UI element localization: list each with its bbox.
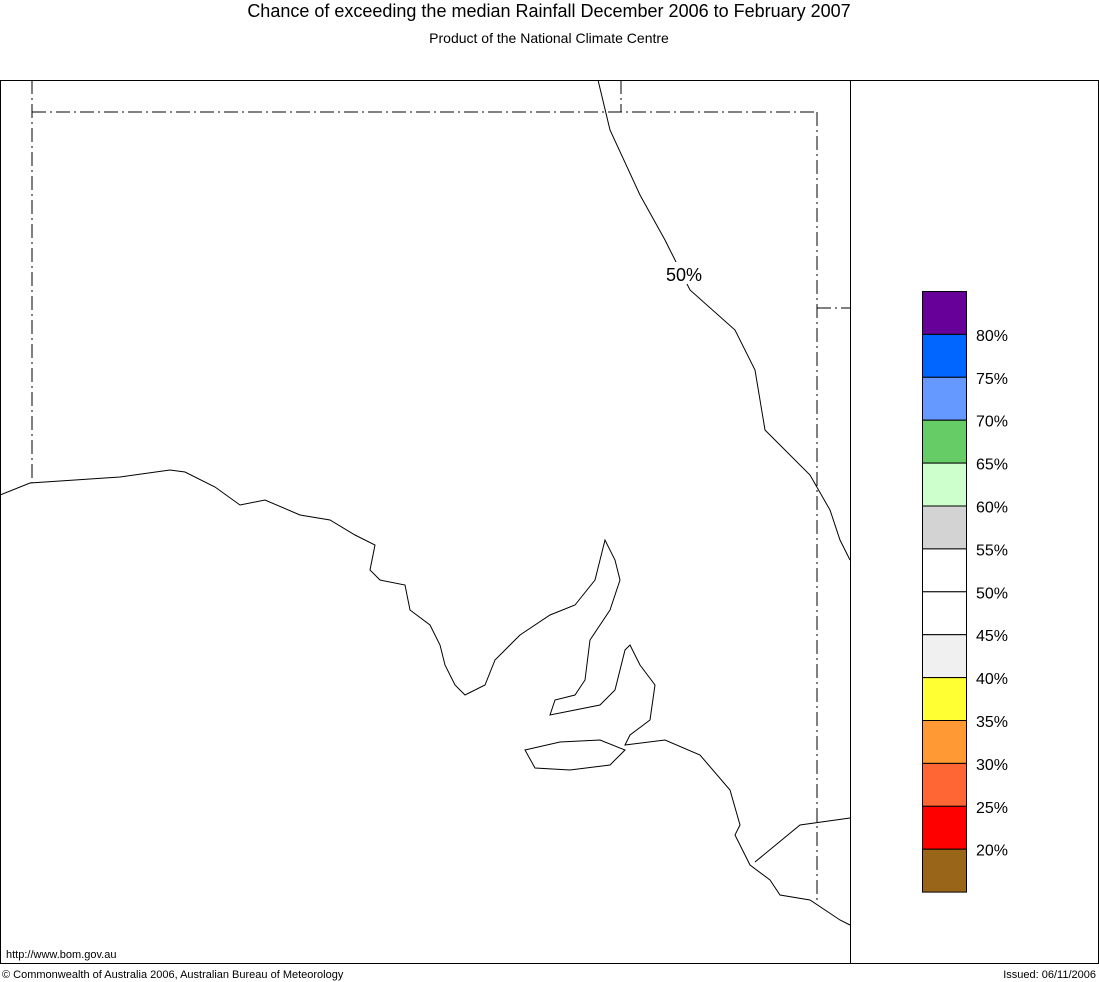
legend-label: 25% [976, 800, 1008, 817]
legend-swatch [922, 291, 967, 335]
contour-label-bg [660, 262, 708, 284]
island [524, 739, 626, 771]
legend-label: 70% [976, 414, 1008, 431]
legend-swatch [922, 591, 967, 636]
legend-label: 45% [976, 628, 1008, 645]
legend-label: 40% [976, 671, 1008, 688]
legend-label: 60% [976, 500, 1008, 517]
copyright: © Commonwealth of Australia 2006, Austra… [2, 969, 344, 981]
legend-swatch [922, 419, 967, 464]
legend-swatch [922, 720, 967, 764]
legend-label: 20% [976, 843, 1008, 860]
legend-label: 65% [976, 457, 1008, 474]
map: 50% [0, 79, 851, 926]
subtitle: Product of the National Climate Centre [429, 30, 669, 46]
legend-label: 55% [976, 542, 1008, 559]
legend-swatch [922, 505, 967, 550]
legend-label: 80% [976, 328, 1008, 345]
legend-swatch [922, 848, 967, 893]
state-borders [31, 80, 850, 900]
legend-swatch [922, 462, 967, 507]
legend-label: 35% [976, 714, 1008, 731]
legend-label: 75% [976, 371, 1008, 388]
legend-swatch [922, 677, 967, 721]
title: Chance of exceeding the median Rainfall … [247, 1, 850, 21]
river [754, 817, 851, 863]
legend-swatch [922, 634, 967, 679]
contour-label: 50% [666, 265, 702, 285]
legend-swatch [922, 376, 967, 421]
legend-label: 50% [976, 585, 1008, 602]
legend-swatch [922, 762, 967, 807]
issued: Issued: 06/11/2006 [1003, 969, 1096, 981]
coastline [0, 469, 851, 926]
legend: 80% 75% 70% 65% 60% 55% 50% 45% 40% 35% 30% 25% 20% [922, 291, 1008, 893]
legend-label: 30% [976, 757, 1008, 774]
contour-line [597, 79, 851, 561]
legend-swatch [922, 805, 967, 850]
url: http://www.bom.gov.au [6, 949, 116, 961]
legend-swatch [922, 548, 967, 593]
legend-swatch [922, 333, 967, 378]
